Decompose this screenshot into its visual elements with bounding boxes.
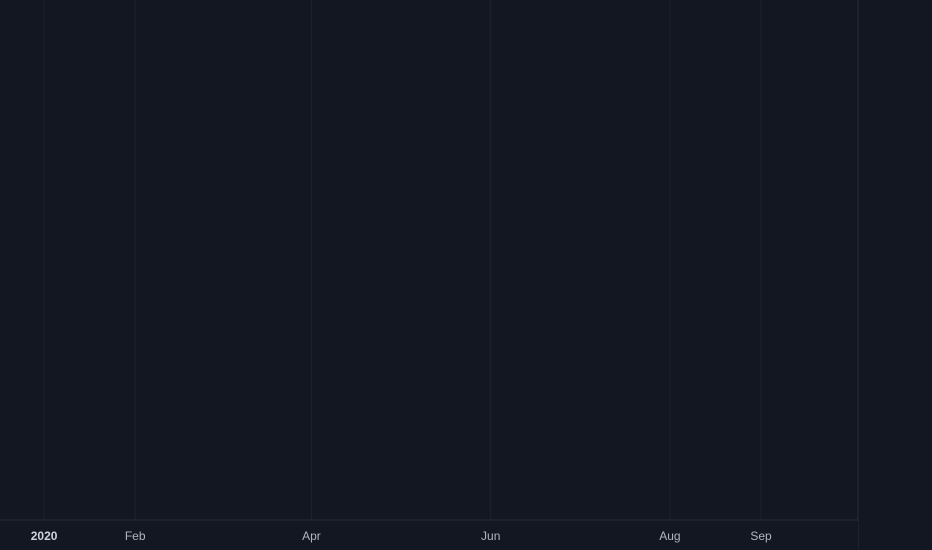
price-axis[interactable]: 0.000001000.000002000.000003000.00000500… bbox=[857, 0, 932, 550]
time-axis-bg bbox=[0, 520, 858, 550]
time-tick-label: 2020 bbox=[31, 529, 58, 543]
time-tick-label: Jun bbox=[481, 529, 500, 543]
time-axis[interactable]: 2020 Feb Apr Jun Aug Sep bbox=[0, 519, 858, 550]
time-tick-label: Feb bbox=[125, 529, 146, 543]
price-axis-bg bbox=[858, 0, 932, 550]
time-tick-label: Apr bbox=[302, 529, 321, 543]
time-tick-label: Sep bbox=[750, 529, 772, 543]
time-tick-label: Aug bbox=[659, 529, 680, 543]
grid bbox=[43, 0, 762, 520]
